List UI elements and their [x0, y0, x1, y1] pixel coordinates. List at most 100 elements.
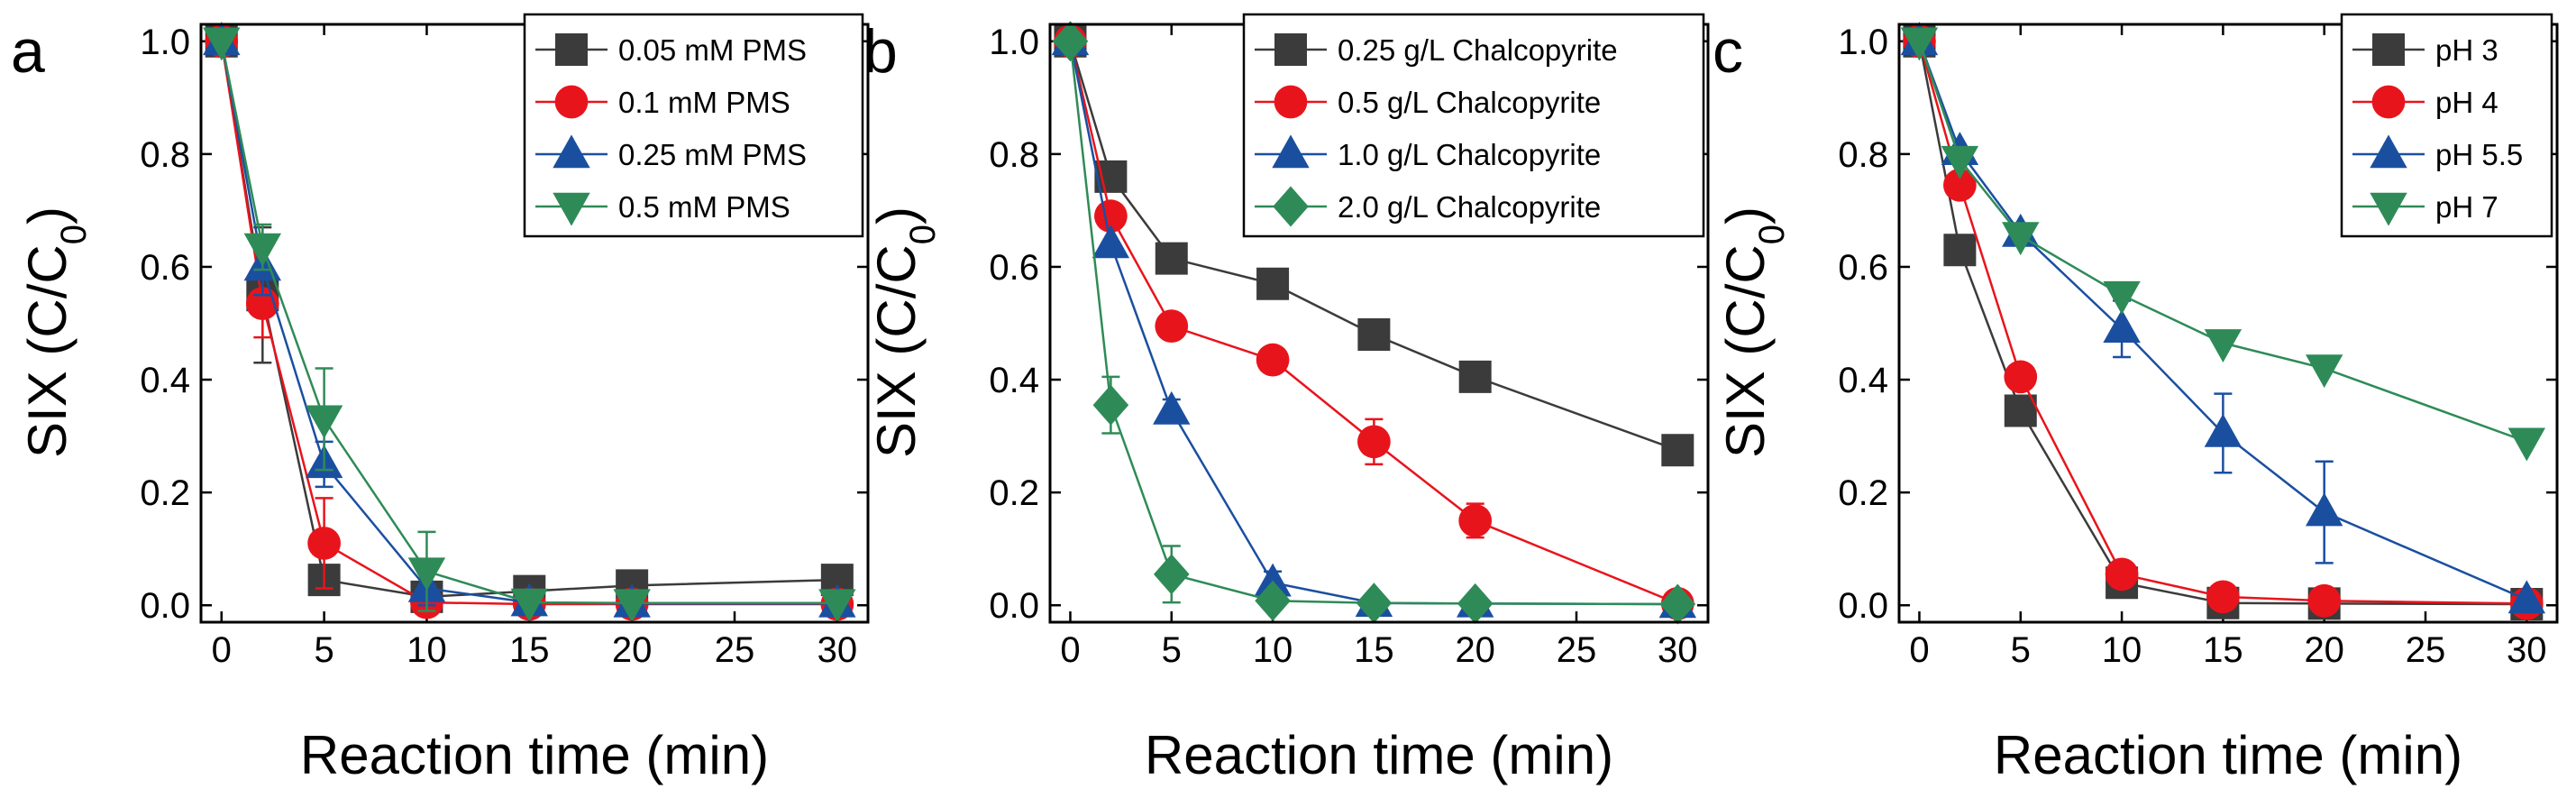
- y-axis-title-close: ): [17, 206, 78, 225]
- legend-label: 0.25 mM PMS: [618, 138, 807, 171]
- y-axis-title-main: SIX (C/C: [866, 244, 927, 458]
- series-3: [1900, 27, 2546, 462]
- x-tick-label: 25: [1557, 630, 1597, 670]
- y-tick-label: 0.8: [1838, 135, 1888, 175]
- x-tick-label: 25: [2406, 630, 2446, 670]
- y-tick-label: 0.4: [140, 361, 190, 400]
- data-point: [1659, 583, 1696, 625]
- x-tick-label: 30: [1658, 630, 1698, 670]
- y-axis-title-sub: 0: [903, 225, 943, 244]
- x-tick-label: 25: [715, 630, 755, 670]
- legend-box: [1242, 13, 1705, 238]
- data-point: [1153, 554, 1190, 595]
- y-axis-title: SIX (C/C0): [17, 206, 94, 458]
- y-tick-label: 1.0: [140, 23, 190, 62]
- series-3: [203, 27, 856, 623]
- legend-label: 0.5 g/L Chalcopyrite: [1338, 86, 1601, 119]
- y-axis-title-close: ): [866, 206, 927, 225]
- legend: 0.05 mM PMS 0.1 mM PMS 0.25 mM PMS 0.5 mM P…: [523, 13, 864, 238]
- y-tick-label: 0.6: [140, 248, 190, 288]
- panel-label: a: [11, 17, 45, 86]
- data-point: [1155, 309, 1189, 343]
- x-tick-label: 30: [2507, 630, 2547, 670]
- data-point: [2305, 492, 2343, 527]
- data-point: [510, 588, 549, 622]
- x-tick-label: 0: [1909, 630, 1929, 670]
- data-point: [1900, 27, 1939, 61]
- legend-marker: [555, 33, 588, 66]
- panel-label: b: [863, 17, 898, 86]
- legend-label: pH 3: [2435, 33, 2498, 67]
- legend-marker: [1274, 33, 1307, 66]
- data-point: [2002, 222, 2040, 256]
- x-axis-title: Reaction time (min): [1994, 725, 2462, 785]
- chart-panel-b: b 0 5 10 15 20 25 30 0.0 0.2 0.4 0.6 0.8 1.0 Reaction …: [863, 13, 1710, 785]
- data-point: [1943, 234, 1977, 267]
- y-tick-label: 0.2: [1838, 473, 1888, 513]
- legend-marker: [2372, 33, 2405, 66]
- y-tick-label: 1.0: [1838, 23, 1888, 62]
- y-tick-label: 0.0: [989, 586, 1039, 626]
- data-point: [2507, 580, 2546, 614]
- y-tick-label: 1.0: [989, 23, 1039, 62]
- legend: 0.25 g/L Chalcopyrite 0.5 g/L Chalcopyrit…: [1242, 13, 1705, 238]
- data-point: [2204, 329, 2243, 362]
- x-tick-label: 10: [1253, 630, 1293, 670]
- x-tick-label: 20: [1455, 630, 1495, 670]
- y-tick-label: 0.0: [1838, 586, 1888, 626]
- y-tick-label: 0.4: [989, 361, 1039, 400]
- x-tick-label: 20: [2304, 630, 2344, 670]
- data-point: [1254, 563, 1292, 597]
- y-tick-label: 0.6: [989, 248, 1039, 288]
- x-tick-label: 5: [1162, 630, 1182, 670]
- data-point: [820, 564, 854, 597]
- y-axis-title: SIX (C/C0): [1715, 206, 1792, 458]
- legend-label: pH 4: [2435, 86, 2498, 119]
- data-point: [2307, 583, 2342, 618]
- x-tick-label: 15: [1354, 630, 1394, 670]
- data-point: [1357, 425, 1391, 459]
- legend-label: 0.1 mM PMS: [618, 86, 790, 119]
- x-tick-label: 30: [818, 630, 858, 670]
- legend-marker: [553, 192, 590, 226]
- legend-marker: [2370, 134, 2407, 169]
- data-point: [305, 405, 343, 439]
- legend-label: 1.0 g/L Chalcopyrite: [1338, 138, 1601, 171]
- x-axis-title: Reaction time (min): [1145, 725, 1613, 785]
- data-point: [2206, 580, 2240, 614]
- data-point: [2004, 394, 2037, 427]
- x-tick-label: 10: [406, 630, 447, 670]
- data-point: [307, 527, 341, 560]
- x-tick-label: 0: [212, 630, 232, 670]
- legend-marker: [2371, 85, 2406, 119]
- data-point: [1457, 583, 1494, 624]
- data-point: [1458, 360, 1492, 393]
- data-point: [1153, 390, 1191, 425]
- legend-marker: [553, 134, 590, 169]
- legend-label: 2.0 g/L Chalcopyrite: [1338, 190, 1601, 224]
- data-point: [407, 557, 446, 592]
- x-tick-label: 20: [612, 630, 653, 670]
- data-point: [1255, 580, 1291, 621]
- y-tick-label: 0.2: [140, 473, 190, 513]
- legend-label: 0.25 g/L Chalcopyrite: [1338, 33, 1618, 67]
- data-point: [243, 233, 282, 267]
- legend-marker: [554, 85, 589, 119]
- chart-panel-c: c 0 5 10 15 20 25 30 0.0 0.2 0.4 0.6 0.8 1.0 Reaction …: [1713, 13, 2559, 785]
- chart-panel-a: a 0 5 10 15 20 25 30 0.0 0.2 0.4 0.6 0.8 1.0 Reaction …: [11, 13, 870, 785]
- y-tick-label: 0.6: [1838, 248, 1888, 288]
- y-axis-title-main: SIX (C/C: [1715, 244, 1776, 458]
- y-axis-title-sub: 0: [54, 225, 94, 244]
- data-point: [1458, 504, 1493, 537]
- y-tick-label: 0.0: [140, 586, 190, 626]
- legend-marker: [1273, 186, 1309, 227]
- data-point: [1256, 343, 1290, 377]
- x-axis-title: Reaction time (min): [300, 725, 769, 785]
- legend-marker: [1274, 85, 1308, 119]
- data-point: [203, 27, 241, 61]
- y-tick-label: 0.4: [1838, 361, 1888, 400]
- data-point: [2105, 557, 2139, 592]
- series-3: [1052, 21, 1696, 625]
- data-point: [2507, 427, 2546, 462]
